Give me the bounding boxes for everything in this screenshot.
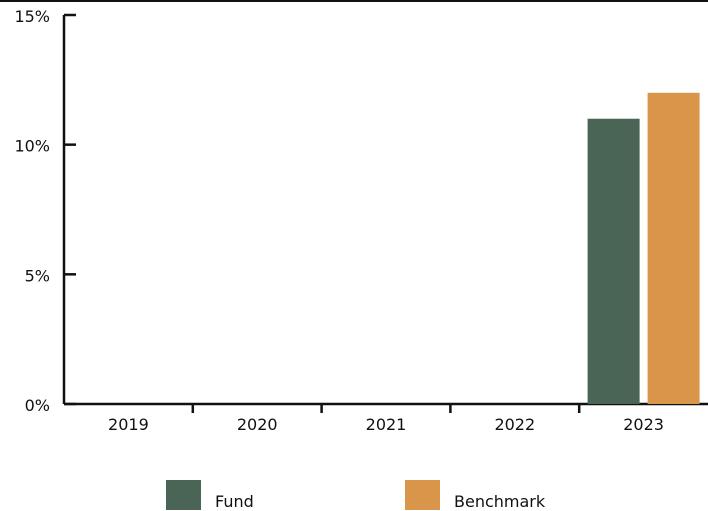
- legend-item-fund: Fund: [166, 478, 254, 511]
- legend-label-benchmark: Benchmark: [454, 492, 546, 511]
- bar-fund-2023: [587, 118, 640, 404]
- y-tick-label: 15%: [14, 7, 50, 26]
- x-tick-label: 2020: [237, 415, 278, 434]
- y-tick-label: 10%: [14, 137, 50, 156]
- x-tick-label: 2023: [623, 415, 664, 434]
- legend-swatch-benchmark: [405, 479, 440, 510]
- bar-chart: 0% 5% 10% 15% 2019 2020 2021 2022 2023: [0, 0, 708, 434]
- legend-item-benchmark: Benchmark: [405, 478, 545, 511]
- y-tick-label: 5%: [25, 266, 50, 285]
- bars: [587, 92, 700, 405]
- legend-swatch-fund: [166, 479, 201, 510]
- x-axis: 2019 2020 2021 2022 2023: [64, 402, 708, 434]
- x-tick-label: 2019: [108, 415, 149, 434]
- y-tick-label: 0%: [25, 396, 50, 415]
- legend-label-fund: Fund: [215, 492, 254, 511]
- x-tick-label: 2021: [366, 415, 407, 434]
- bar-benchmark-2023: [647, 92, 700, 405]
- x-tick-label: 2022: [494, 415, 535, 434]
- legend: Fund Benchmark: [0, 470, 708, 511]
- y-axis: 0% 5% 10% 15%: [14, 7, 76, 415]
